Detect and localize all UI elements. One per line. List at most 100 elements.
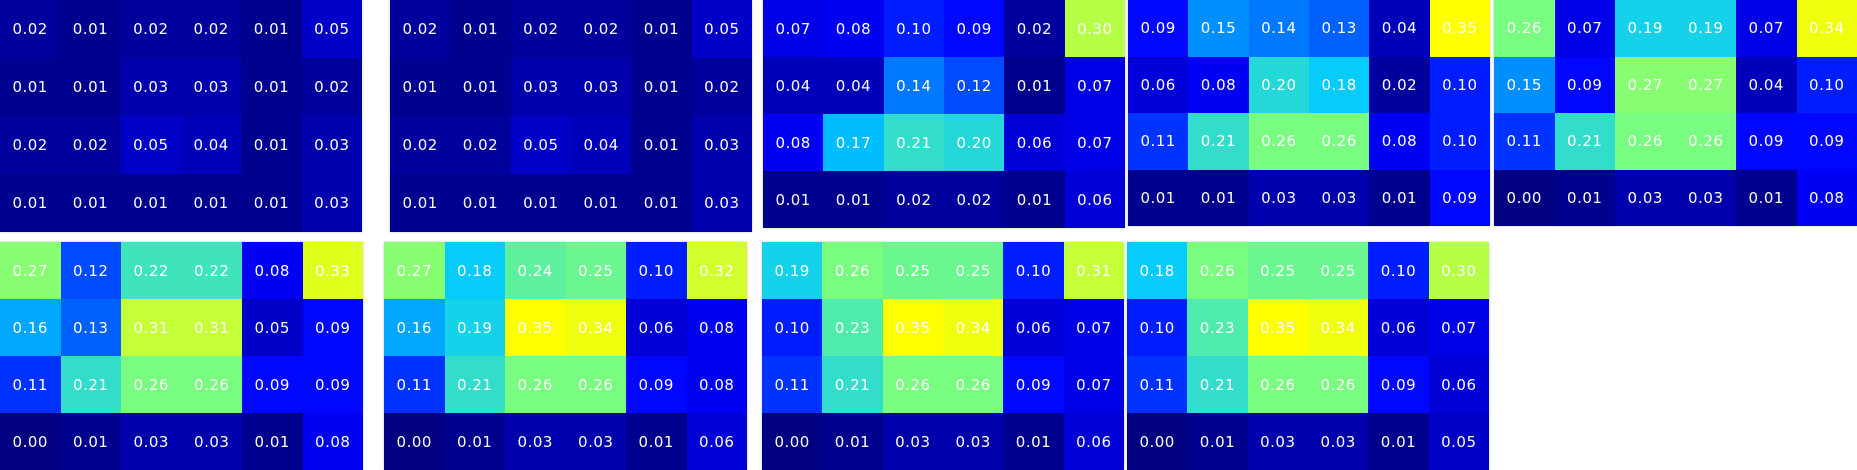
heatmap-cell: 0.06 xyxy=(1004,114,1065,171)
heatmap-panel-6: 0.27 0.12 0.22 0.22 0.08 0.33 0.16 0.13 0.31 0.31… xyxy=(0,242,363,470)
heatmap-cell: 0.02 xyxy=(301,58,362,116)
heatmap-cell: 0.01 xyxy=(822,413,883,470)
heatmap-cell: 0.03 xyxy=(180,58,242,116)
heatmap-cell: 0.03 xyxy=(505,413,566,470)
heatmap-cell: 0.26 xyxy=(181,356,242,413)
heatmap-cell: 0.09 xyxy=(943,0,1005,57)
heatmap-panel-9: 0.18 0.26 0.25 0.25 0.10 0.30 0.10 0.23 0.35 0.34… xyxy=(1127,242,1489,470)
heatmap-cell: 0.01 xyxy=(120,174,181,232)
heatmap-cell: 0.26 xyxy=(1308,113,1370,170)
heatmap-cell: 0.15 xyxy=(1188,0,1249,57)
heatmap-cell: 0.22 xyxy=(121,242,182,299)
heatmap-cell: 0.13 xyxy=(1308,0,1370,57)
heatmap-cell: 0.13 xyxy=(60,299,121,356)
heatmap-cell: 0.21 xyxy=(60,356,121,413)
heatmap-cell: 0.14 xyxy=(1248,0,1309,57)
heatmap-cell: 0.26 xyxy=(1494,0,1555,57)
heatmap-cell: 0.07 xyxy=(1064,114,1125,171)
heatmap-cell: 0.09 xyxy=(1368,356,1429,413)
heatmap-cell: 0.08 xyxy=(242,242,303,299)
heatmap-cell: 0.01 xyxy=(1736,169,1797,226)
heatmap-cell: 0.06 xyxy=(1063,413,1124,470)
heatmap-cell: 0.26 xyxy=(505,356,566,413)
heatmap-cell: 0.25 xyxy=(942,242,1004,299)
heatmap-cell: 0.35 xyxy=(505,299,566,356)
heatmap-cell: 0.01 xyxy=(241,58,302,116)
heatmap-cell: 0.33 xyxy=(302,242,363,299)
heatmap-cell: 0.03 xyxy=(691,174,752,232)
heatmap-cell: 0.03 xyxy=(301,174,362,232)
heatmap-cell: 0.04 xyxy=(180,116,242,174)
heatmap-cell: 0.20 xyxy=(943,114,1005,171)
heatmap-cell: 0.04 xyxy=(570,116,632,174)
heatmap-cell: 0.19 xyxy=(1615,0,1676,57)
heatmap-cell: 0.07 xyxy=(1554,0,1615,57)
heatmap-cell: 0.02 xyxy=(1369,56,1430,113)
heatmap-cell: 0.02 xyxy=(1004,0,1065,57)
heatmap-panel-4: 0.09 0.15 0.14 0.13 0.04 0.35 0.06 0.08 0.20 0.18… xyxy=(1128,0,1490,226)
heatmap-cell: 0.02 xyxy=(691,58,752,116)
heatmap-cell: 0.02 xyxy=(450,116,511,174)
heatmap-cell: 0.30 xyxy=(1064,0,1125,57)
heatmap-cell: 0.02 xyxy=(943,171,1005,228)
heatmap-cell: 0.26 xyxy=(121,356,182,413)
heatmap-cell: 0.21 xyxy=(1187,356,1248,413)
heatmap-cell: 0.03 xyxy=(301,116,362,174)
heatmap-cell: 0.01 xyxy=(390,58,451,116)
heatmap-cell: 0.04 xyxy=(823,57,884,114)
heatmap-cell: 0.01 xyxy=(390,174,451,232)
heatmap-cell: 0.27 xyxy=(1615,56,1676,113)
heatmap-cell: 0.08 xyxy=(1188,56,1249,113)
heatmap-cell: 0.06 xyxy=(686,413,747,470)
heatmap-cell: 0.01 xyxy=(60,58,121,116)
heatmap-cell: 0.02 xyxy=(390,116,451,174)
heatmap-cell: 0.20 xyxy=(1248,56,1309,113)
heatmap-cell: 0.01 xyxy=(0,174,61,232)
heatmap-cell: 0.10 xyxy=(1429,113,1490,170)
heatmap-cell: 0.03 xyxy=(121,413,182,470)
heatmap-cell: 0.03 xyxy=(1307,413,1369,470)
heatmap-cell: 0.16 xyxy=(0,299,61,356)
heatmap-cell: 0.25 xyxy=(1247,242,1308,299)
heatmap-cell: 0.32 xyxy=(686,242,747,299)
heatmap-cell: 0.04 xyxy=(763,57,824,114)
heatmap-cell: 0.01 xyxy=(1368,413,1429,470)
heatmap-cell: 0.06 xyxy=(1064,171,1125,228)
heatmap-cell: 0.11 xyxy=(384,356,445,413)
heatmap-cell: 0.07 xyxy=(1063,356,1124,413)
heatmap-cell: 0.03 xyxy=(570,58,632,116)
heatmap-cell: 0.10 xyxy=(1796,56,1857,113)
heatmap-cell: 0.21 xyxy=(1188,113,1249,170)
heatmap-cell: 0.01 xyxy=(450,0,511,58)
heatmap-cell: 0.09 xyxy=(626,356,687,413)
heatmap-cell: 0.01 xyxy=(450,174,511,232)
heatmap-cell: 0.00 xyxy=(384,413,445,470)
heatmap-cell: 0.23 xyxy=(1187,299,1248,356)
heatmap-cell: 0.08 xyxy=(1796,169,1857,226)
heatmap-cell: 0.07 xyxy=(1064,57,1125,114)
heatmap-cell: 0.03 xyxy=(510,58,571,116)
heatmap-cell: 0.02 xyxy=(883,171,944,228)
heatmap-cell: 0.09 xyxy=(1796,113,1857,170)
heatmap-cell: 0.09 xyxy=(1554,56,1615,113)
heatmap-cell: 0.25 xyxy=(882,242,943,299)
heatmap-cell: 0.05 xyxy=(691,0,752,58)
heatmap-cell: 0.07 xyxy=(763,0,824,57)
heatmap-cell: 0.01 xyxy=(570,174,632,232)
heatmap-cell: 0.02 xyxy=(60,116,121,174)
heatmap-cell: 0.34 xyxy=(942,299,1004,356)
heatmap-cell: 0.26 xyxy=(822,242,883,299)
heatmap-cell: 0.03 xyxy=(942,413,1004,470)
heatmap-cell: 0.03 xyxy=(565,413,626,470)
heatmap-cell: 0.26 xyxy=(882,356,943,413)
heatmap-cell: 0.00 xyxy=(0,413,61,470)
heatmap-panel-1: 0.02 0.01 0.02 0.02 0.01 0.05 0.01 0.01 0.03 0.03… xyxy=(0,0,362,232)
heatmap-cell: 0.11 xyxy=(0,356,61,413)
heatmap-cell: 0.03 xyxy=(1615,169,1676,226)
heatmap-cell: 0.02 xyxy=(390,0,451,58)
heatmap-cell: 0.30 xyxy=(1428,242,1489,299)
heatmap-cell: 0.00 xyxy=(1494,169,1555,226)
heatmap-cell: 0.26 xyxy=(1675,113,1736,170)
heatmap-cell: 0.11 xyxy=(762,356,823,413)
heatmap-cell: 0.01 xyxy=(241,174,302,232)
